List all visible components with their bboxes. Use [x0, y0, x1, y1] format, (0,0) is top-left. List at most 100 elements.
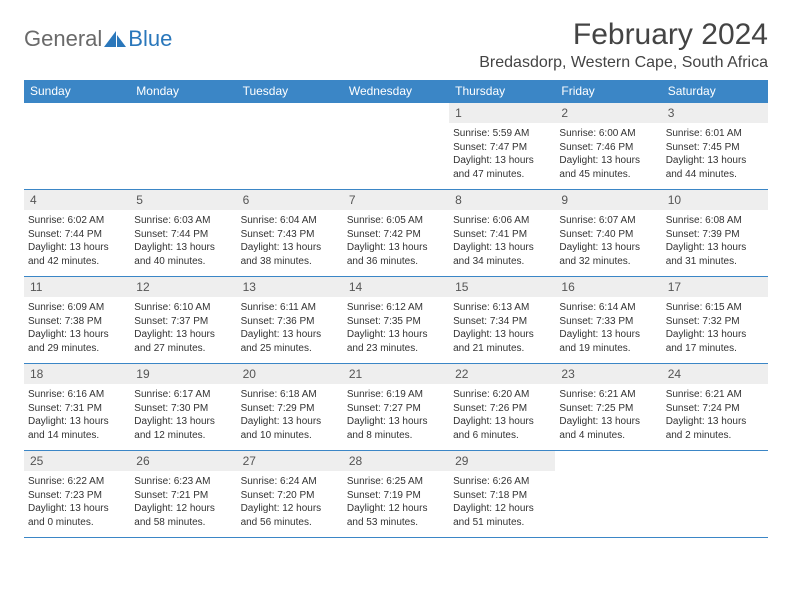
- sunset-text: Sunset: 7:44 PM: [134, 228, 232, 242]
- daylight-text: and 42 minutes.: [28, 255, 126, 269]
- logo: General Blue: [24, 18, 172, 52]
- day-number-row: 2526272829: [24, 451, 768, 472]
- logo-text-general: General: [24, 26, 102, 52]
- weekday-header: Tuesday: [237, 80, 343, 103]
- sunset-text: Sunset: 7:25 PM: [559, 402, 657, 416]
- day-info-cell: [130, 123, 236, 190]
- day-info-cell: [237, 123, 343, 190]
- weekday-header-row: Sunday Monday Tuesday Wednesday Thursday…: [24, 80, 768, 103]
- weekday-header: Sunday: [24, 80, 130, 103]
- day-number-cell: 25: [24, 451, 130, 472]
- day-info-cell: Sunrise: 6:21 AMSunset: 7:25 PMDaylight:…: [555, 384, 661, 451]
- daylight-text: Daylight: 13 hours: [347, 241, 445, 255]
- day-info-cell: Sunrise: 6:24 AMSunset: 7:20 PMDaylight:…: [237, 471, 343, 538]
- weekday-header: Monday: [130, 80, 236, 103]
- day-number-cell: 2: [555, 103, 661, 124]
- daylight-text: and 58 minutes.: [134, 516, 232, 530]
- sunset-text: Sunset: 7:34 PM: [453, 315, 551, 329]
- sunset-text: Sunset: 7:23 PM: [28, 489, 126, 503]
- day-number-cell: [24, 103, 130, 124]
- sunrise-text: Sunrise: 6:20 AM: [453, 388, 551, 402]
- daylight-text: Daylight: 13 hours: [347, 415, 445, 429]
- day-number-cell: 11: [24, 277, 130, 298]
- sunrise-text: Sunrise: 6:05 AM: [347, 214, 445, 228]
- day-number-cell: 1: [449, 103, 555, 124]
- daylight-text: Daylight: 13 hours: [134, 241, 232, 255]
- sunrise-text: Sunrise: 6:01 AM: [666, 127, 764, 141]
- day-number-cell: 19: [130, 364, 236, 385]
- day-number-row: 11121314151617: [24, 277, 768, 298]
- sunrise-text: Sunrise: 6:04 AM: [241, 214, 339, 228]
- daylight-text: Daylight: 13 hours: [559, 241, 657, 255]
- day-info-cell: Sunrise: 6:16 AMSunset: 7:31 PMDaylight:…: [24, 384, 130, 451]
- day-info-cell: Sunrise: 6:15 AMSunset: 7:32 PMDaylight:…: [662, 297, 768, 364]
- sunrise-text: Sunrise: 6:19 AM: [347, 388, 445, 402]
- day-number-cell: 24: [662, 364, 768, 385]
- day-number-cell: [662, 451, 768, 472]
- daylight-text: and 36 minutes.: [347, 255, 445, 269]
- day-info-cell: Sunrise: 6:05 AMSunset: 7:42 PMDaylight:…: [343, 210, 449, 277]
- daylight-text: and 12 minutes.: [134, 429, 232, 443]
- day-number-row: 18192021222324: [24, 364, 768, 385]
- day-number-cell: 20: [237, 364, 343, 385]
- day-number-cell: 4: [24, 190, 130, 211]
- sunset-text: Sunset: 7:21 PM: [134, 489, 232, 503]
- sunrise-text: Sunrise: 6:24 AM: [241, 475, 339, 489]
- sunset-text: Sunset: 7:20 PM: [241, 489, 339, 503]
- day-info-cell: Sunrise: 5:59 AMSunset: 7:47 PMDaylight:…: [449, 123, 555, 190]
- sunset-text: Sunset: 7:19 PM: [347, 489, 445, 503]
- day-info-cell: Sunrise: 6:04 AMSunset: 7:43 PMDaylight:…: [237, 210, 343, 277]
- sunrise-text: Sunrise: 6:15 AM: [666, 301, 764, 315]
- daylight-text: Daylight: 13 hours: [666, 328, 764, 342]
- day-number-cell: 15: [449, 277, 555, 298]
- daylight-text: Daylight: 13 hours: [559, 154, 657, 168]
- day-info-cell: Sunrise: 6:26 AMSunset: 7:18 PMDaylight:…: [449, 471, 555, 538]
- day-info-cell: Sunrise: 6:14 AMSunset: 7:33 PMDaylight:…: [555, 297, 661, 364]
- sunrise-text: Sunrise: 6:09 AM: [28, 301, 126, 315]
- day-number-cell: 29: [449, 451, 555, 472]
- day-number-cell: 5: [130, 190, 236, 211]
- daylight-text: Daylight: 13 hours: [453, 241, 551, 255]
- daylight-text: and 0 minutes.: [28, 516, 126, 530]
- sunrise-text: Sunrise: 6:07 AM: [559, 214, 657, 228]
- sunset-text: Sunset: 7:33 PM: [559, 315, 657, 329]
- day-info-cell: Sunrise: 6:23 AMSunset: 7:21 PMDaylight:…: [130, 471, 236, 538]
- sunset-text: Sunset: 7:43 PM: [241, 228, 339, 242]
- sunset-text: Sunset: 7:40 PM: [559, 228, 657, 242]
- day-info-cell: Sunrise: 6:12 AMSunset: 7:35 PMDaylight:…: [343, 297, 449, 364]
- daylight-text: and 47 minutes.: [453, 168, 551, 182]
- daylight-text: Daylight: 13 hours: [28, 415, 126, 429]
- daylight-text: Daylight: 13 hours: [453, 415, 551, 429]
- day-info-cell: Sunrise: 6:03 AMSunset: 7:44 PMDaylight:…: [130, 210, 236, 277]
- day-info-cell: Sunrise: 6:25 AMSunset: 7:19 PMDaylight:…: [343, 471, 449, 538]
- sunset-text: Sunset: 7:36 PM: [241, 315, 339, 329]
- day-number-cell: 3: [662, 103, 768, 124]
- daylight-text: and 56 minutes.: [241, 516, 339, 530]
- sunrise-text: Sunrise: 6:10 AM: [134, 301, 232, 315]
- daylight-text: Daylight: 13 hours: [559, 328, 657, 342]
- daylight-text: and 40 minutes.: [134, 255, 232, 269]
- sunrise-text: Sunrise: 6:06 AM: [453, 214, 551, 228]
- sunset-text: Sunset: 7:35 PM: [347, 315, 445, 329]
- day-number-cell: 8: [449, 190, 555, 211]
- daylight-text: Daylight: 12 hours: [347, 502, 445, 516]
- daylight-text: and 31 minutes.: [666, 255, 764, 269]
- daylight-text: and 19 minutes.: [559, 342, 657, 356]
- daylight-text: Daylight: 13 hours: [134, 415, 232, 429]
- daylight-text: Daylight: 12 hours: [241, 502, 339, 516]
- daylight-text: Daylight: 12 hours: [453, 502, 551, 516]
- sunrise-text: Sunrise: 6:26 AM: [453, 475, 551, 489]
- sunrise-text: Sunrise: 6:16 AM: [28, 388, 126, 402]
- day-info-cell: Sunrise: 6:22 AMSunset: 7:23 PMDaylight:…: [24, 471, 130, 538]
- daylight-text: Daylight: 13 hours: [241, 328, 339, 342]
- daylight-text: and 6 minutes.: [453, 429, 551, 443]
- day-number-cell: 9: [555, 190, 661, 211]
- sunset-text: Sunset: 7:27 PM: [347, 402, 445, 416]
- day-number-row: 45678910: [24, 190, 768, 211]
- day-number-cell: 26: [130, 451, 236, 472]
- daylight-text: and 44 minutes.: [666, 168, 764, 182]
- sunset-text: Sunset: 7:32 PM: [666, 315, 764, 329]
- daylight-text: and 38 minutes.: [241, 255, 339, 269]
- sunset-text: Sunset: 7:46 PM: [559, 141, 657, 155]
- sunset-text: Sunset: 7:37 PM: [134, 315, 232, 329]
